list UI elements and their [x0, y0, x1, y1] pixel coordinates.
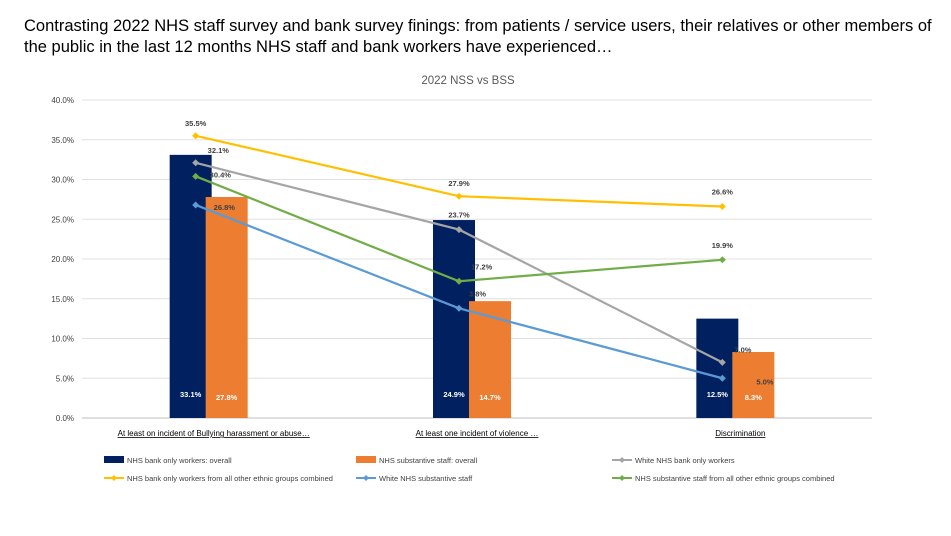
line-value-label: 30.4%: [210, 170, 232, 179]
line-value-label: 26.8%: [214, 203, 236, 212]
line-value-label: 3.8%: [469, 289, 486, 298]
legend-label: White NHS substantive staff: [379, 474, 473, 483]
point-marker: [718, 358, 726, 366]
y-axis: 0.0% 5.0% 10.0% 15.0% 20.0% 25.0% 30.0% 35.0% 40…: [51, 96, 74, 423]
line-value-label: 7.0%: [734, 345, 751, 354]
legend-label: NHS bank only workers: overall: [127, 456, 232, 465]
bar: [205, 196, 248, 418]
y-tick-label: 20.0%: [51, 255, 74, 264]
legend-marker: [619, 475, 625, 481]
bar-value-label: 12.5%: [707, 390, 729, 399]
y-tick-label: 35.0%: [51, 136, 74, 145]
point-marker: [718, 256, 726, 264]
bar-value-label: 14.7%: [479, 393, 501, 402]
bar: [732, 352, 775, 418]
point-marker: [192, 172, 200, 180]
x-tick-label: At least one incident of violence …: [416, 429, 539, 438]
line-value-label: 5.0%: [756, 377, 773, 386]
legend: NHS bank only workers: overall NHS substa…: [104, 456, 835, 483]
y-tick-label: 15.0%: [51, 295, 74, 304]
line-value-label: 32.1%: [208, 146, 230, 155]
bar: [433, 220, 475, 418]
y-tick-label: 10.0%: [51, 335, 74, 344]
bars: [169, 154, 775, 419]
line-value-label: 26.6%: [712, 188, 734, 197]
point-marker: [192, 159, 200, 167]
point-marker: [455, 277, 463, 285]
y-tick-label: 40.0%: [51, 96, 74, 105]
legend-marker: [111, 475, 117, 481]
lines: [192, 132, 726, 382]
legend-label: NHS substantive staff: overall: [379, 456, 478, 465]
bar: [696, 318, 739, 418]
point-marker: [455, 226, 463, 234]
y-tick-label: 25.0%: [51, 215, 74, 224]
bar-value-label: 24.9%: [443, 390, 465, 399]
data-labels: 33.1% 24.9% 12.5% 27.8% 14.7% 8.3% 32.1% 23.7% 7…: [180, 119, 774, 402]
point-marker: [718, 203, 726, 211]
line-value-label: 35.5%: [185, 119, 207, 128]
bar-value-label: 8.3%: [745, 393, 762, 402]
line-value-label: 17.2%: [471, 262, 493, 271]
legend-marker: [619, 457, 625, 463]
point-marker: [192, 201, 200, 209]
legend-label: White NHS bank only workers: [635, 456, 735, 465]
legend-swatch: [104, 456, 124, 463]
line-value-label: 23.7%: [448, 211, 470, 220]
bar-value-label: 33.1%: [180, 390, 202, 399]
legend-label: NHS substantive staff from all other eth…: [635, 474, 835, 483]
point-marker: [455, 304, 463, 312]
bar-value-label: 27.8%: [216, 393, 238, 402]
legend-marker: [363, 475, 369, 481]
y-tick-label: 0.0%: [56, 414, 74, 423]
legend-swatch: [356, 456, 376, 463]
point-marker: [192, 132, 200, 140]
x-tick-label: At least on incident of Bullying harassm…: [118, 429, 310, 438]
x-axis: At least on incident of Bullying harassm…: [118, 429, 766, 438]
slide-title: Contrasting 2022 NHS staff survey and ba…: [24, 17, 932, 56]
bar: [169, 154, 212, 419]
point-marker: [718, 374, 726, 382]
legend-label: NHS bank only workers from all other eth…: [127, 474, 333, 483]
chart-title: 2022 NSS vs BSS: [421, 75, 515, 87]
line-value-label: 27.9%: [448, 179, 470, 188]
y-tick-label: 5.0%: [56, 374, 74, 383]
line-value-label: 19.9%: [712, 241, 734, 250]
x-tick-label: Discrimination: [715, 429, 765, 438]
y-tick-label: 30.0%: [51, 176, 74, 185]
point-marker: [455, 192, 463, 200]
